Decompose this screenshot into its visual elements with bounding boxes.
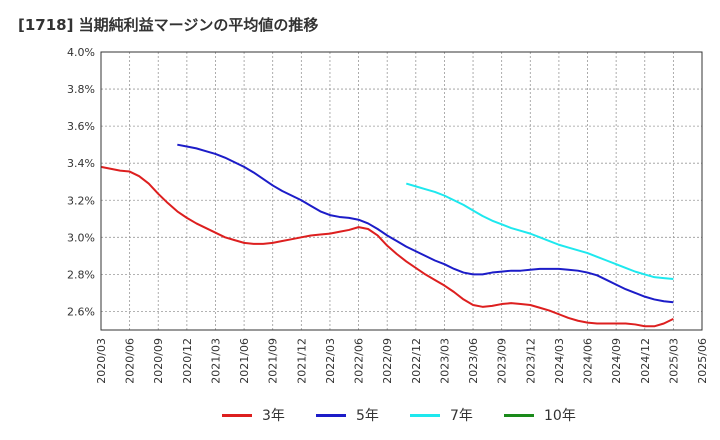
x-tick-label: 2021/03 [209, 338, 222, 384]
x-tick-label: 2022/06 [353, 338, 366, 384]
x-tick-label: 2024/06 [582, 338, 595, 384]
x-tick-label: 2023/06 [467, 338, 480, 384]
y-tick-label: 3.6% [67, 120, 95, 133]
x-tick-label: 2023/03 [438, 338, 451, 384]
x-tick-label: 2021/12 [295, 338, 308, 384]
x-tick-label: 2024/03 [553, 338, 566, 384]
x-tick-label: 2025/03 [667, 338, 680, 384]
y-tick-label: 2.8% [67, 268, 95, 281]
legend-swatch [222, 413, 252, 417]
x-tick-label: 2021/06 [238, 338, 251, 384]
legend-item: 7年 [410, 404, 473, 426]
x-tick-label: 2025/06 [696, 338, 709, 384]
legend-swatch [410, 413, 440, 417]
legend-label: 5年 [356, 408, 379, 424]
x-tick-label: 2020/03 [95, 338, 108, 384]
y-tick-label: 3.2% [67, 194, 95, 207]
x-tick-label: 2023/09 [496, 338, 509, 384]
x-tick-label: 2024/12 [639, 338, 652, 384]
x-tick-label: 2020/06 [124, 338, 137, 384]
series-line [100, 165, 674, 328]
x-tick-label: 2020/12 [181, 338, 194, 384]
legend-item: 5年 [316, 404, 379, 426]
x-axis: 2020/03 2020/06 2020/09 2020/12 2021/03 2021/… [95, 338, 709, 384]
legend: 3年 5年 7年 10年 [0, 404, 720, 426]
y-axis: 2.6% 2.8% 3.0% 3.2% 3.4% 3.6% 3.8% 4.0% [67, 46, 95, 318]
legend-label: 3年 [262, 408, 285, 424]
x-tick-label: 2024/09 [610, 338, 623, 384]
legend-swatch [504, 413, 534, 417]
grid-layer [100, 51, 703, 330]
series-line [405, 182, 674, 281]
legend-item: 3年 [222, 404, 285, 426]
y-tick-label: 3.8% [67, 83, 95, 96]
x-tick-label: 2022/09 [381, 338, 394, 384]
legend-label: 7年 [450, 408, 473, 424]
legend-swatch [316, 413, 346, 417]
legend-item: 10年 [504, 404, 576, 426]
y-tick-label: 3.0% [67, 231, 95, 244]
plot-frame [100, 51, 703, 331]
y-tick-label: 3.4% [67, 157, 95, 170]
y-tick-label: 2.6% [67, 305, 95, 318]
chart-plot: 2.6% 2.8% 3.0% 3.2% 3.4% 3.6% 3.8% 4.0% 2020/03… [67, 46, 709, 384]
y-tick-label: 4.0% [67, 46, 95, 59]
x-tick-label: 2022/12 [410, 338, 423, 384]
series-layer [100, 143, 674, 328]
chart-title: [1718] 当期純利益マージンの平均値の推移 [18, 16, 319, 34]
x-tick-label: 2023/12 [524, 338, 537, 384]
legend-label: 10年 [544, 408, 576, 424]
series-line [177, 143, 674, 304]
x-tick-label: 2020/09 [152, 338, 165, 384]
x-tick-label: 2021/09 [267, 338, 280, 384]
x-tick-label: 2022/03 [324, 338, 337, 384]
